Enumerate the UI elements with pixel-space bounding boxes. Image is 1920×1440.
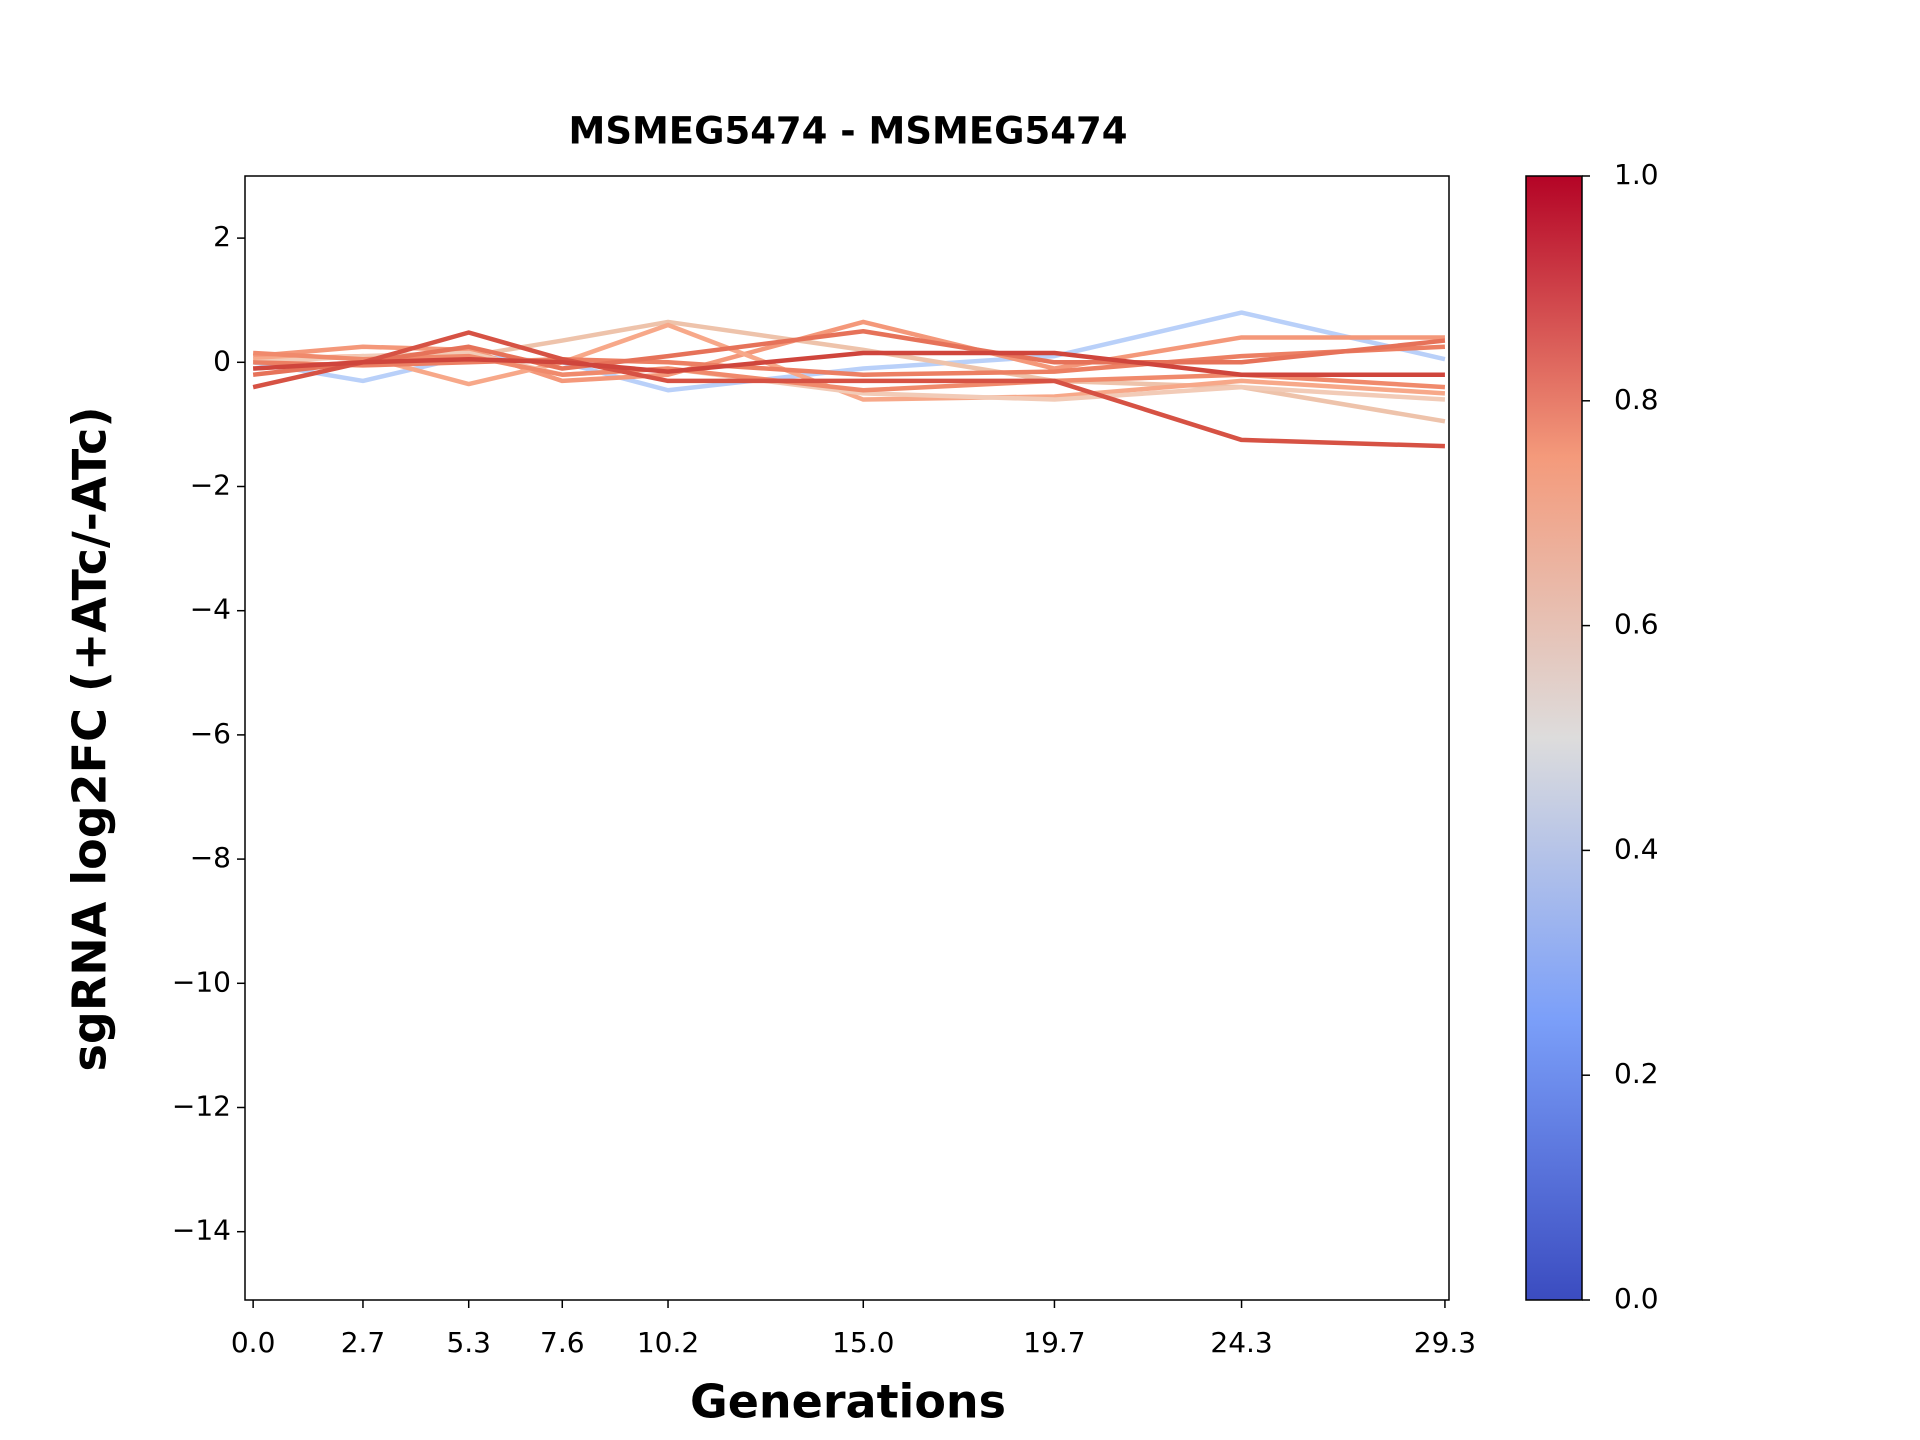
colorbar-tick-label: 0.8 xyxy=(1614,383,1659,416)
x-tick-label: 24.3 xyxy=(1210,1326,1272,1359)
y-tick-label: −8 xyxy=(190,841,231,874)
chart-title: MSMEG5474 - MSMEG5474 xyxy=(569,110,1128,153)
y-tick-label: −2 xyxy=(190,468,231,501)
x-tick-label: 5.3 xyxy=(446,1326,491,1359)
y-tick-label: 0 xyxy=(213,344,231,377)
colorbar-tick-label: 0.0 xyxy=(1614,1282,1659,1315)
series-line xyxy=(253,350,1445,377)
x-axis-label: Generations xyxy=(690,1375,1006,1429)
series-line xyxy=(252,328,1446,377)
colorbar-tick-label: 0.2 xyxy=(1614,1057,1659,1090)
colorbar-tick-label: 1.0 xyxy=(1614,158,1659,191)
y-tick-label: −4 xyxy=(190,593,231,626)
x-tick-label: 19.7 xyxy=(1023,1326,1085,1359)
x-tick-label: 0.0 xyxy=(231,1326,276,1359)
series-line xyxy=(252,319,1445,384)
x-tick-label: 10.2 xyxy=(637,1326,699,1359)
y-tick-label: 2 xyxy=(213,220,231,253)
colorbar-frame xyxy=(1525,175,1583,1301)
y-tick-label: −10 xyxy=(172,965,231,998)
series-line xyxy=(252,330,1445,449)
x-tick-label: 15.0 xyxy=(832,1326,894,1359)
y-tick-label: −12 xyxy=(172,1089,231,1122)
plot-frame xyxy=(244,175,1450,1301)
x-tick-label: 29.3 xyxy=(1414,1326,1476,1359)
colorbar xyxy=(1526,176,1582,1300)
x-tick-label: 2.7 xyxy=(341,1326,386,1359)
y-tick-label: −14 xyxy=(172,1214,231,1247)
series-line xyxy=(252,310,1446,393)
y-axis-label: sgRNA log2FC (+ATc/-ATc) xyxy=(63,407,117,1072)
y-tick-label: −6 xyxy=(190,717,231,750)
colorbar-tick-label: 0.6 xyxy=(1614,608,1659,641)
x-tick-label: 7.6 xyxy=(540,1326,585,1359)
colorbar-tick-label: 0.4 xyxy=(1614,832,1659,865)
